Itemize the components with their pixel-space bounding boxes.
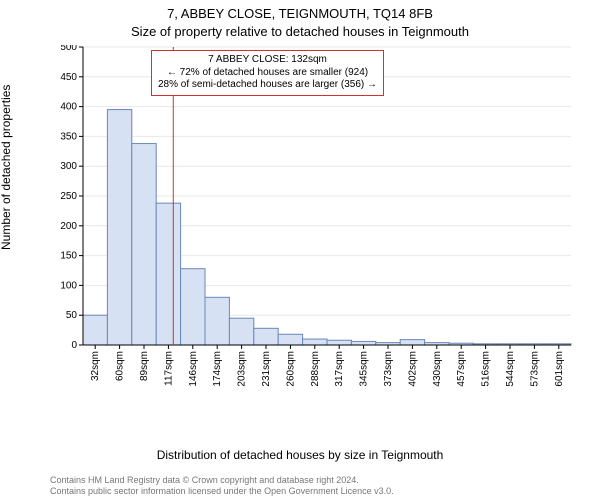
address-line: 7, ABBEY CLOSE, TEIGNMOUTH, TQ14 8FB <box>0 6 600 21</box>
svg-text:573sqm: 573sqm <box>529 351 540 387</box>
annotation-line: 7 ABBEY CLOSE: 132sqm <box>158 54 377 67</box>
y-axis-label: Number of detached properties <box>0 85 13 250</box>
svg-text:516sqm: 516sqm <box>481 351 492 387</box>
annotation-line: 28% of semi-detached houses are larger (… <box>158 79 377 92</box>
svg-text:544sqm: 544sqm <box>505 351 516 387</box>
svg-text:373sqm: 373sqm <box>383 351 394 387</box>
svg-text:203sqm: 203sqm <box>237 351 248 387</box>
svg-text:350: 350 <box>60 131 77 142</box>
svg-text:457sqm: 457sqm <box>456 351 467 387</box>
credit-line-1: Contains HM Land Registry data © Crown c… <box>50 475 359 485</box>
svg-text:345sqm: 345sqm <box>359 351 370 387</box>
marker-annotation: 7 ABBEY CLOSE: 132sqm← 72% of detached h… <box>151 50 384 96</box>
svg-text:150: 150 <box>60 251 77 262</box>
svg-text:146sqm: 146sqm <box>188 351 199 387</box>
svg-text:50: 50 <box>66 310 78 321</box>
svg-text:89sqm: 89sqm <box>139 351 150 381</box>
svg-text:174sqm: 174sqm <box>212 351 223 387</box>
x-axis-label: Distribution of detached houses by size … <box>0 448 600 462</box>
svg-text:500: 500 <box>60 45 77 53</box>
svg-text:0: 0 <box>71 340 77 351</box>
svg-text:430sqm: 430sqm <box>432 351 443 387</box>
credit-line-2: Contains public sector information licen… <box>50 486 394 496</box>
annotation-line: ← 72% of detached houses are smaller (92… <box>158 67 377 80</box>
svg-text:117sqm: 117sqm <box>163 351 174 386</box>
histogram-chart: 0 50 100 150 200 250 300 350 400 450 500 32sqm 60sqm… <box>55 45 575 390</box>
svg-text:231sqm: 231sqm <box>261 351 272 387</box>
svg-text:317sqm: 317sqm <box>334 351 345 387</box>
svg-text:60sqm: 60sqm <box>115 351 126 381</box>
svg-text:32sqm: 32sqm <box>90 351 101 381</box>
svg-text:250: 250 <box>60 191 77 202</box>
svg-text:200: 200 <box>60 221 77 232</box>
svg-text:601sqm: 601sqm <box>554 351 565 387</box>
svg-text:288sqm: 288sqm <box>310 351 321 387</box>
chart-svg: 0 50 100 150 200 250 300 350 400 450 500 32sqm 60sqm… <box>55 45 575 390</box>
chart-subtitle: Size of property relative to detached ho… <box>0 24 600 39</box>
svg-text:100: 100 <box>60 280 77 291</box>
svg-text:400: 400 <box>60 102 77 113</box>
svg-text:450: 450 <box>60 72 77 83</box>
svg-text:402sqm: 402sqm <box>407 351 418 387</box>
svg-text:300: 300 <box>60 161 77 172</box>
svg-text:260sqm: 260sqm <box>285 351 296 387</box>
